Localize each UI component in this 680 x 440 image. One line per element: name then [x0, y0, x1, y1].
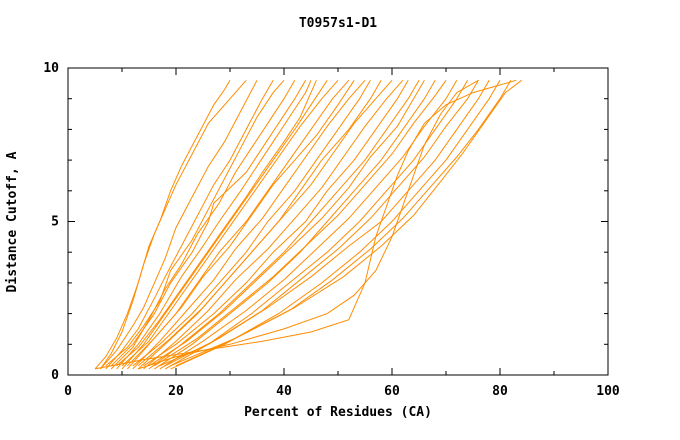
curve-line — [137, 79, 393, 367]
curve-line — [121, 79, 339, 367]
curve-line — [164, 80, 479, 370]
chart-title: T0957s1-D1 — [299, 16, 377, 31]
curve-line — [143, 79, 404, 370]
curve-line — [148, 80, 420, 370]
y-axis-label: Distance Cutoff, A — [5, 151, 20, 292]
y-tick-label: 5 — [51, 215, 59, 230]
plot-border — [67, 67, 609, 376]
curve-line — [99, 79, 247, 370]
curve-line — [105, 79, 285, 367]
curve-line — [164, 80, 490, 367]
curve-line — [100, 80, 258, 370]
plot-content: 0 20 40 60 80 100 0 5 10 — [43, 61, 620, 399]
curve-line — [170, 80, 501, 370]
curve-line — [159, 80, 469, 367]
curve-line — [143, 80, 409, 367]
x-tick-label: 80 — [492, 384, 508, 399]
y-tick-label: 10 — [43, 61, 59, 76]
curve-line — [94, 80, 231, 370]
curve-line — [110, 80, 307, 367]
y-tick-label: 0 — [51, 368, 59, 383]
curve-line — [105, 80, 274, 370]
x-tick-label: 20 — [168, 384, 184, 399]
curve-line — [116, 80, 312, 370]
curve-line — [132, 80, 371, 367]
curve-line — [127, 80, 355, 367]
curve-line — [121, 80, 328, 370]
curve-line — [110, 80, 296, 370]
curve-line — [148, 80, 425, 367]
x-tick-label: 40 — [276, 384, 292, 399]
x-tick-label: 60 — [384, 384, 400, 399]
curve-line — [154, 80, 436, 370]
curve-line — [132, 79, 366, 370]
curve-line — [154, 80, 447, 367]
curve-line — [116, 80, 317, 367]
curve-line — [170, 79, 522, 367]
x-tick-label: 0 — [64, 384, 72, 399]
curve-line — [94, 79, 517, 370]
x-axis-label: Percent of Residues (CA) — [244, 405, 432, 420]
x-tick-label: 100 — [596, 384, 620, 399]
curve-line — [138, 79, 479, 370]
